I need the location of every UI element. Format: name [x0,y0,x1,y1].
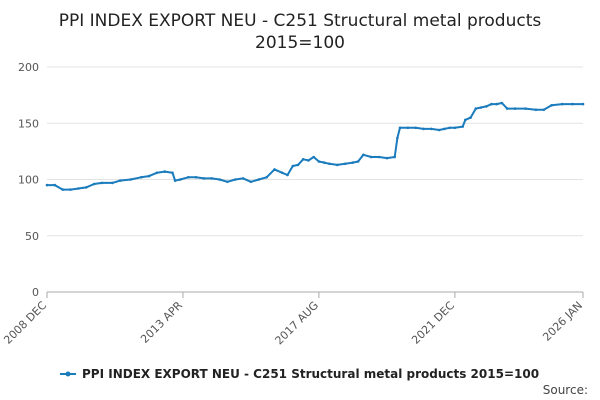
data-point[interactable] [490,102,493,106]
x-tick-label-1: 2013 APR [138,299,185,346]
data-point[interactable] [171,171,174,175]
data-point[interactable] [301,158,305,161]
legend-point-marker [65,371,71,377]
data-point[interactable] [430,127,433,131]
y-tick-label-50: 50 [25,230,39,243]
data-point[interactable] [396,136,399,140]
data-point[interactable] [495,102,499,106]
data-point[interactable] [147,174,151,178]
data-point[interactable] [129,178,132,181]
data-point[interactable] [317,160,321,163]
data-point[interactable] [45,183,49,187]
data-point[interactable] [571,102,574,106]
data-point[interactable] [139,176,143,179]
data-point[interactable] [422,127,425,131]
data-point[interactable] [469,116,472,119]
data-point[interactable] [448,126,452,130]
data-point[interactable] [393,155,397,159]
data-point[interactable] [505,107,509,110]
series-line-0[interactable] [47,102,583,191]
data-point[interactable] [356,160,360,163]
source-label: Source: [543,383,588,397]
data-point[interactable] [524,107,527,110]
data-point[interactable] [111,181,114,185]
data-point[interactable] [210,177,213,180]
data-point[interactable] [500,101,504,105]
data-point[interactable] [377,155,381,159]
data-point[interactable] [118,179,122,182]
data-point[interactable] [202,177,206,180]
x-tick-label-2: 2017 AUG [273,299,322,348]
data-point[interactable] [385,156,389,160]
data-point[interactable] [485,105,488,108]
data-point[interactable] [186,176,190,179]
data-point[interactable] [362,153,365,157]
data-point[interactable] [560,102,564,106]
data-point[interactable] [414,126,418,130]
data-point[interactable] [163,170,166,173]
y-tick-label-150: 150 [18,117,39,130]
data-point[interactable] [464,118,467,122]
data-point[interactable] [312,155,316,159]
data-point[interactable] [241,177,245,180]
data-point[interactable] [322,161,326,164]
y-tick-label-0: 0 [32,286,39,299]
data-point[interactable] [335,163,339,167]
data-point[interactable] [92,182,96,186]
data-point[interactable] [406,126,410,130]
data-point[interactable] [453,126,457,130]
x-tick-label-0: 2008 DEC [1,299,49,347]
data-point[interactable] [437,128,441,132]
data-point[interactable] [273,168,276,171]
data-point[interactable] [479,106,483,109]
data-point[interactable] [307,159,310,162]
x-tick-label-4: 2026 JAN [540,299,585,344]
data-point[interactable] [61,188,64,191]
data-point[interactable] [194,176,198,179]
data-point[interactable] [581,102,585,106]
data-point[interactable] [343,162,347,166]
x-axis: 2008 DEC 2013 APR 2017 AUG 2021 DEC 2026 JAN [1,292,585,347]
data-point[interactable] [398,126,402,130]
data-point[interactable] [286,173,289,177]
data-point[interactable] [461,125,465,128]
chart-title-line2: 2015=100 [255,33,345,53]
grid-lines [47,66,583,293]
data-point[interactable] [69,188,72,191]
y-tick-label-200: 200 [18,61,39,74]
data-point[interactable] [173,179,177,182]
data-point[interactable] [534,108,538,112]
data-point[interactable] [291,164,295,168]
chart-title-line1: PPI INDEX EXPORT NEU - C251 Structural m… [59,11,542,31]
data-point[interactable] [179,178,182,181]
data-point[interactable] [513,107,517,110]
data-point[interactable] [100,181,104,185]
data-point[interactable] [257,178,261,181]
data-point[interactable] [53,183,57,187]
data-point[interactable] [542,108,546,112]
data-point[interactable] [265,176,268,179]
data-point[interactable] [249,180,253,184]
data-point[interactable] [550,104,553,107]
y-axis: 0 50 100 150 200 [18,61,39,299]
data-point[interactable] [218,178,221,181]
legend[interactable]: PPI INDEX EXPORT NEU - C251 Structural m… [60,367,539,381]
data-point[interactable] [351,161,355,164]
data-point[interactable] [234,178,237,181]
data-point[interactable] [296,163,300,167]
data-point[interactable] [328,162,331,166]
data-point[interactable] [226,180,229,184]
data-point[interactable] [155,171,159,175]
x-tick-label-3: 2021 DEC [409,299,457,347]
legend-label: PPI INDEX EXPORT NEU - C251 Structural m… [82,367,539,381]
data-point[interactable] [77,187,80,190]
data-point[interactable] [443,127,446,131]
data-point[interactable] [474,107,478,110]
data-point[interactable] [84,186,88,189]
series-group [45,101,585,191]
data-point[interactable] [369,155,373,159]
y-tick-label-100: 100 [18,174,39,187]
data-point[interactable] [281,171,284,175]
